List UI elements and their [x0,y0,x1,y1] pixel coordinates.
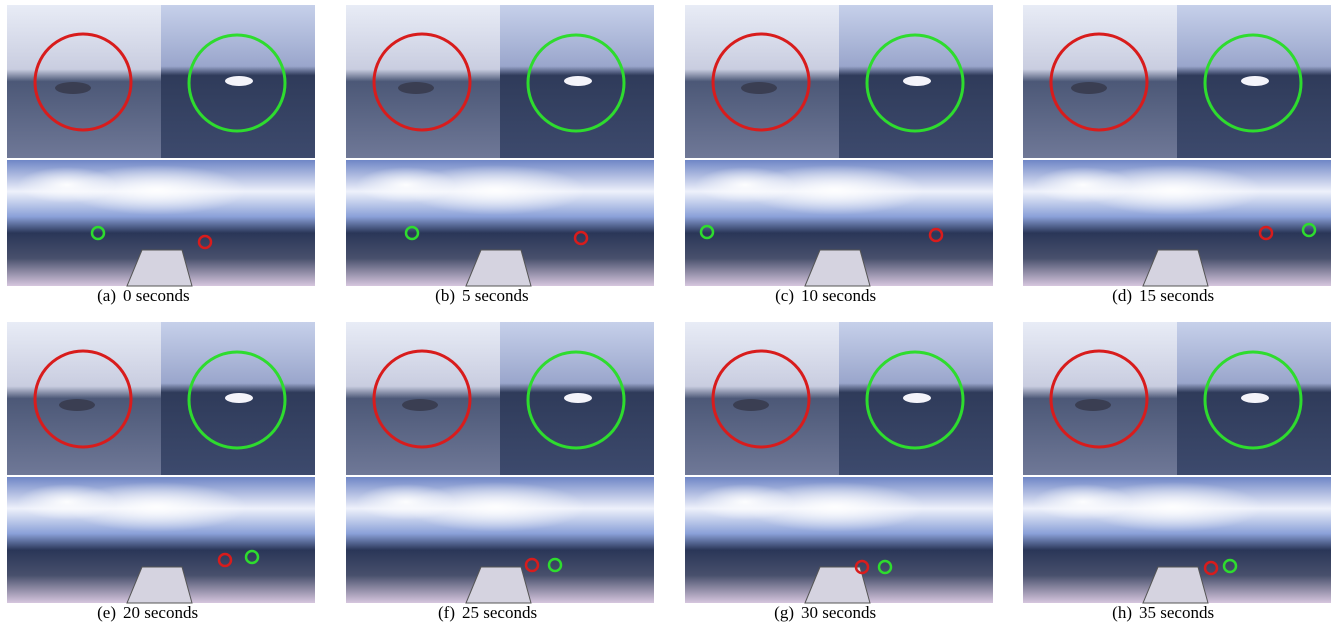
panel: (h) 35 seconds [1023,322,1331,622]
caption-label: (g) [774,603,794,622]
caption-text: 35 seconds [1139,603,1214,622]
boat [1241,393,1269,403]
boat [402,399,438,411]
crop-image [1023,322,1177,475]
panel: (f) 25 seconds [346,322,654,622]
panel: (e) 20 seconds [7,322,315,622]
caption-label: (a) [97,286,116,305]
boat [733,399,769,411]
caption-label: (e) [97,603,116,622]
caption-text: 25 seconds [462,603,537,622]
panel: (c) 10 seconds [685,5,993,305]
boat [903,76,931,86]
crop-image [1023,5,1177,158]
caption-label: (b) [435,286,455,305]
cloud [1033,484,1133,520]
panel: (d) 15 seconds [1023,5,1331,305]
caption-text: 10 seconds [801,286,876,305]
cloud [695,167,795,203]
figure: (a) 0 seconds (b) 5 seconds (c) 10 seconds (d)… [0,0,1331,636]
caption-label: (f) [438,603,455,622]
panel: (g) 30 seconds [685,322,993,622]
cloud [17,484,117,520]
crop-image [685,5,839,158]
panel: (b) 5 seconds [346,5,654,305]
boat [225,393,253,403]
boat [564,393,592,403]
cloud [17,167,117,203]
caption-text: 20 seconds [123,603,198,622]
caption-label: (d) [1112,286,1132,305]
boat [903,393,931,403]
crop-image [7,322,161,475]
cloud [695,484,795,520]
crop-image [346,322,500,475]
caption-label: (c) [775,286,794,305]
crop-image [346,5,500,158]
crop-image [7,5,161,158]
boat [1241,76,1269,86]
caption-label: (h) [1112,603,1132,622]
cloud [1033,167,1133,203]
crop-image [685,322,839,475]
boat [741,82,777,94]
boat [1075,399,1111,411]
boat [564,76,592,86]
caption-text: 5 seconds [462,286,529,305]
boat [55,82,91,94]
caption-text: 15 seconds [1139,286,1214,305]
cloud [356,484,456,520]
boat [59,399,95,411]
panel: (a) 0 seconds [7,5,315,305]
boat [398,82,434,94]
caption-text: 0 seconds [123,286,190,305]
boat [225,76,253,86]
boat [1071,82,1107,94]
caption-text: 30 seconds [801,603,876,622]
cloud [356,167,456,203]
